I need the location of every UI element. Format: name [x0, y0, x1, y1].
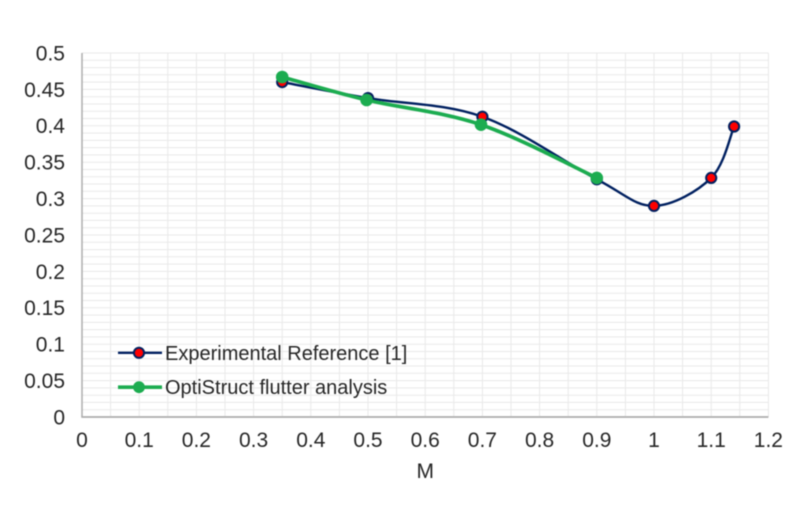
svg-text:0.45: 0.45 [24, 79, 65, 102]
svg-text:1.2: 1.2 [754, 429, 783, 452]
svg-text:0.5: 0.5 [353, 429, 382, 452]
svg-text:0.35: 0.35 [24, 152, 65, 175]
svg-text:0.8: 0.8 [525, 429, 554, 452]
svg-text:0.5: 0.5 [36, 42, 65, 65]
svg-text:0.2: 0.2 [182, 429, 211, 452]
svg-text:0.3: 0.3 [36, 188, 65, 211]
svg-text:0.7: 0.7 [468, 429, 497, 452]
svg-text:0: 0 [53, 406, 65, 429]
svg-text:0.9: 0.9 [582, 429, 611, 452]
svg-text:M: M [416, 460, 434, 483]
svg-text:0.1: 0.1 [36, 334, 65, 357]
svg-text:0: 0 [76, 429, 88, 452]
svg-text:1.1: 1.1 [697, 429, 726, 452]
svg-text:0.3: 0.3 [239, 429, 268, 452]
svg-text:0.6: 0.6 [411, 429, 440, 452]
svg-text:OptiStruct flutter analysis: OptiStruct flutter analysis [165, 377, 387, 399]
svg-text:0.1: 0.1 [125, 429, 154, 452]
svg-text:0.4: 0.4 [296, 429, 326, 452]
svg-text:1: 1 [648, 429, 660, 452]
svg-text:0.25: 0.25 [24, 224, 65, 247]
svg-text:0.2: 0.2 [36, 261, 65, 284]
svg-text:0.15: 0.15 [24, 297, 65, 320]
svg-text:0.4: 0.4 [36, 115, 66, 138]
svg-text:0.05: 0.05 [24, 370, 65, 393]
svg-text:Experimental Reference [1]: Experimental Reference [1] [165, 343, 407, 365]
